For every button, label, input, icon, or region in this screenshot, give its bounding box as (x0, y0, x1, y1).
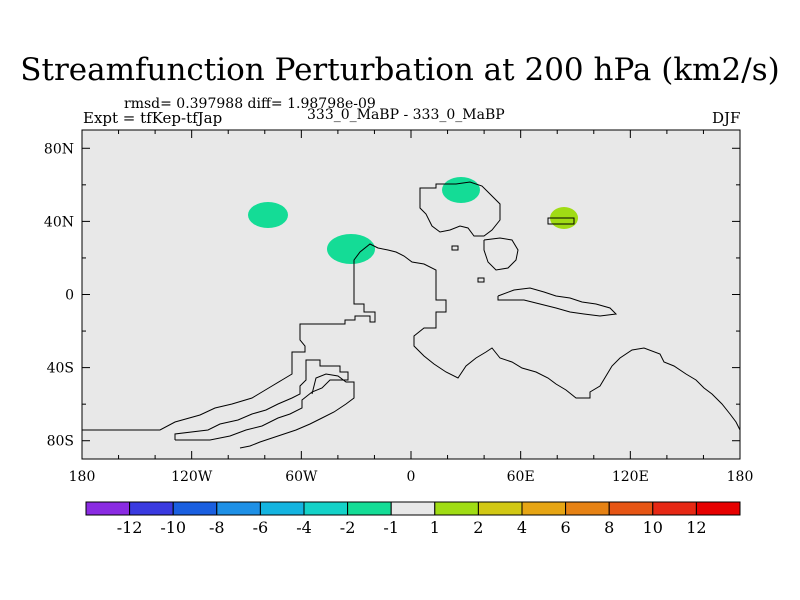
x-tick-label: 120E (612, 469, 649, 485)
colorbar-label: -2 (340, 518, 356, 537)
colorbar-label: -10 (160, 518, 186, 537)
coastline-small-box (547, 217, 575, 225)
colorbar-swatch (172, 501, 218, 516)
colorbar-label: 6 (561, 518, 571, 537)
colorbar-label: -6 (253, 518, 269, 537)
coastline-asia-east (483, 237, 519, 271)
x-tick-label: 180 (727, 469, 754, 485)
colorbar-swatch (129, 501, 174, 516)
colorbar-label: -4 (296, 518, 312, 537)
colorbar: -12 -10 -8 -6 -4 -2 -1 1 2 4 6 8 10 12 (85, 501, 741, 537)
coastline-islet-2 (477, 277, 485, 283)
y-tick-label: 80N (44, 141, 74, 157)
y-axis: 80N 40N 0 40S 80S (44, 141, 740, 450)
colorbar-label: 12 (686, 518, 706, 537)
colorbar-swatch (652, 501, 697, 516)
colorbar-label: 10 (643, 518, 663, 537)
colorbar-label: 4 (517, 518, 527, 537)
coastline-east-islands (497, 287, 618, 317)
comparison-label: 333_0_MaBP - 333_0_MaBP (307, 107, 505, 123)
y-tick-label: 40N (44, 214, 74, 230)
y-tick-label: 40S (47, 361, 74, 377)
y-tick-label: 80S (47, 434, 74, 450)
colorbar-swatch (216, 501, 261, 516)
colorbar-swatch (347, 501, 392, 516)
x-tick-label: 60W (285, 469, 318, 485)
colorbar-swatch (259, 501, 305, 516)
colorbar-swatch (434, 501, 479, 516)
colorbar-label: -12 (117, 518, 143, 537)
coastline-inner-2 (239, 373, 355, 449)
colorbar-label: 2 (473, 518, 483, 537)
season-label: DJF (712, 109, 741, 127)
colorbar-swatch (521, 501, 567, 516)
coastline-south-america (81, 243, 741, 440)
colorbar-swatch (477, 501, 523, 516)
coastline-north (419, 181, 501, 237)
x-tick-label: 60E (507, 469, 535, 485)
x-tick-label: 120W (171, 469, 213, 485)
colorbar-swatch (390, 501, 436, 516)
anomaly-scandinavia (442, 177, 480, 203)
colorbar-label: 1 (430, 518, 440, 537)
experiment-label: Expt = tfKep-tfJap (83, 109, 223, 127)
colorbar-swatch (608, 501, 654, 516)
coastline-inner-1 (174, 359, 349, 441)
colorbar-label: 8 (604, 518, 614, 537)
colorbar-swatch (85, 501, 131, 516)
colorbar-label: -8 (209, 518, 225, 537)
x-tick-label: 0 (407, 469, 416, 485)
anomaly-mid-atlantic (327, 234, 375, 264)
colorbar-label: -1 (383, 518, 399, 537)
colorbar-swatch (695, 501, 741, 516)
stats-line: rmsd= 0.397988 diff= 1.98798e-09 (124, 96, 376, 112)
colorbar-swatch (565, 501, 610, 516)
coastline-islet-1 (451, 245, 459, 251)
coastlines (81, 181, 741, 449)
map-background (82, 130, 740, 459)
x-tick-label: 180 (69, 469, 96, 485)
anomaly-left-atlantic (248, 202, 288, 228)
x-axis: 180 120W 60W 0 60E 120E 180 (69, 130, 754, 485)
colorbar-swatch (303, 501, 349, 516)
y-tick-label: 0 (65, 288, 74, 304)
plot-title: Streamfunction Perturbation at 200 hPa (… (20, 52, 780, 88)
